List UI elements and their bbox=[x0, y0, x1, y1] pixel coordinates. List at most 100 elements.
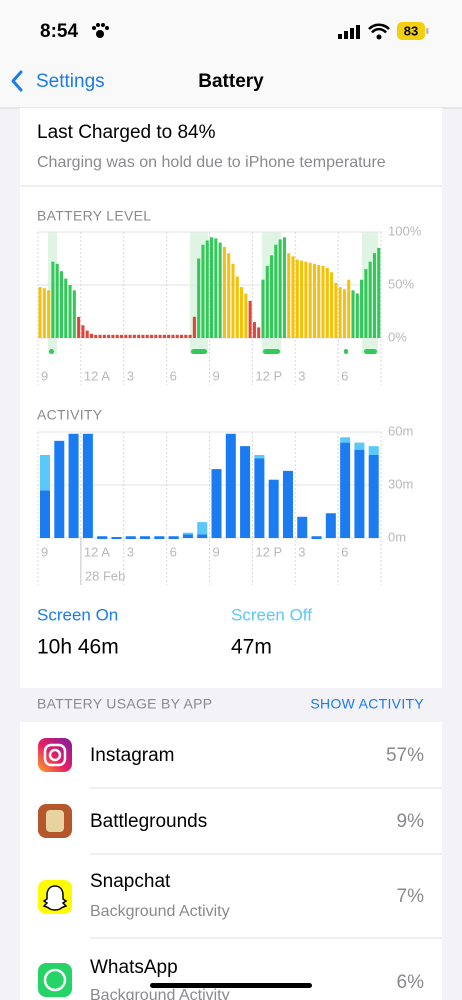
battery-bar bbox=[210, 237, 214, 338]
instagram-icon bbox=[38, 738, 72, 772]
battery-bar bbox=[85, 330, 89, 338]
home-indicator bbox=[150, 983, 312, 988]
activity-bar bbox=[297, 516, 308, 538]
battery-bar bbox=[197, 258, 201, 338]
chart-title: BATTERY LEVEL bbox=[37, 208, 151, 224]
y-tick-label: 50% bbox=[388, 276, 414, 291]
battery-bar bbox=[167, 334, 171, 338]
whatsapp-glyph bbox=[43, 968, 67, 992]
activity-bar bbox=[225, 433, 236, 538]
battery-bar bbox=[171, 334, 175, 338]
y-tick-label: 0% bbox=[388, 329, 407, 344]
x-tick-label: 9 bbox=[213, 368, 220, 383]
y-tick-label: 30m bbox=[388, 476, 413, 491]
activity-bar bbox=[40, 454, 51, 491]
app-name[interactable]: WhatsApp bbox=[90, 957, 178, 978]
battery-bar bbox=[162, 334, 166, 338]
back-chevron[interactable] bbox=[11, 70, 23, 92]
x-tick-label: 6 bbox=[170, 544, 177, 559]
x-tick-label: 12 A bbox=[84, 368, 110, 383]
x-tick-label: 3 bbox=[298, 368, 305, 383]
battery-bar bbox=[364, 269, 368, 338]
battery-icon bbox=[397, 22, 425, 40]
battery-bar bbox=[312, 263, 316, 338]
battery-bar bbox=[188, 334, 192, 338]
activity-bar bbox=[68, 433, 79, 538]
app-detail: Background Activity bbox=[90, 903, 230, 920]
battery-bar bbox=[42, 288, 46, 338]
battery-bar bbox=[248, 300, 252, 338]
legend-screen-off: Screen Off bbox=[231, 605, 312, 624]
battery-bar bbox=[235, 276, 239, 338]
y-tick-label: 0m bbox=[388, 529, 406, 544]
battery-bar bbox=[132, 334, 136, 338]
activity-bar bbox=[211, 469, 222, 538]
battery-bar bbox=[321, 265, 325, 338]
wifi-dot bbox=[376, 34, 382, 40]
battery-bar bbox=[377, 247, 381, 338]
battery-bar bbox=[192, 316, 196, 338]
battery-bar bbox=[51, 261, 55, 338]
activity-bar bbox=[54, 440, 65, 538]
activity-bar bbox=[368, 454, 379, 538]
battery-bar bbox=[308, 262, 312, 338]
card bbox=[20, 108, 442, 688]
x-tick-label: 9 bbox=[41, 368, 48, 383]
activity-bar bbox=[340, 437, 351, 443]
battery-bar bbox=[205, 240, 209, 338]
battery-bar bbox=[98, 334, 102, 338]
x-tick-label: 12 P bbox=[255, 544, 282, 559]
x-tick-label: 9 bbox=[213, 544, 220, 559]
battery-bar bbox=[304, 261, 308, 338]
battery-bar bbox=[94, 334, 98, 338]
battery-bar bbox=[77, 316, 81, 338]
x-tick-label: 3 bbox=[127, 544, 134, 559]
battery-bar bbox=[137, 334, 141, 338]
battery-bar bbox=[270, 255, 274, 338]
show-activity[interactable]: SHOW ACTIVITY bbox=[310, 696, 424, 712]
x-tick-label: 6 bbox=[341, 544, 348, 559]
battery-bar bbox=[111, 334, 115, 338]
battery-bar bbox=[372, 253, 377, 338]
battery-bar bbox=[338, 287, 342, 338]
activity-bar bbox=[354, 449, 365, 538]
battery-bar bbox=[81, 325, 85, 338]
activity-bar bbox=[182, 532, 193, 535]
battery-bar bbox=[214, 238, 218, 338]
app-name[interactable]: Snapchat bbox=[90, 871, 171, 892]
activity-bar bbox=[197, 522, 208, 535]
battery-cap bbox=[426, 28, 429, 34]
battery-bar bbox=[68, 285, 72, 338]
y-tick-label: 60m bbox=[388, 423, 413, 438]
back-button[interactable]: Settings bbox=[36, 71, 105, 92]
app-name[interactable]: Battlegrounds bbox=[90, 811, 207, 832]
battery-bar bbox=[257, 327, 261, 338]
x-tick-label: 12 A bbox=[84, 544, 110, 559]
charging-dots bbox=[49, 349, 377, 354]
activity-bar bbox=[82, 433, 93, 538]
battery-bar bbox=[124, 334, 128, 338]
battery-bar bbox=[261, 279, 265, 338]
screen-off-time: 47m bbox=[231, 636, 272, 659]
battery-bar bbox=[295, 259, 299, 338]
charts: 100% 50% 0% 9 12 A 3 6 9 12 P 3 6 60m 30m 0m 9 12 A 3 6 9 1… bbox=[37, 223, 422, 585]
instagram-lens bbox=[48, 748, 62, 762]
app-list bbox=[20, 722, 442, 1000]
battery-bar bbox=[218, 242, 222, 338]
battery-bar bbox=[201, 244, 205, 338]
app-percent: 9% bbox=[397, 811, 425, 832]
x-tick-label: 6 bbox=[341, 368, 348, 383]
activity-bar bbox=[340, 442, 351, 538]
battery-bar bbox=[291, 256, 295, 338]
activity-bar bbox=[254, 458, 265, 538]
battery-bar bbox=[55, 263, 59, 338]
battery-bar bbox=[325, 268, 329, 338]
battery-bar bbox=[115, 334, 119, 338]
app-percent: 6% bbox=[397, 972, 425, 993]
app-name[interactable]: Instagram bbox=[90, 745, 174, 766]
battery-bar bbox=[317, 264, 321, 338]
activity-bar bbox=[254, 454, 265, 459]
last-charged: Last Charged to 84% bbox=[37, 122, 216, 143]
status-time: 8:54 bbox=[40, 21, 78, 42]
battery-bar bbox=[282, 237, 286, 338]
